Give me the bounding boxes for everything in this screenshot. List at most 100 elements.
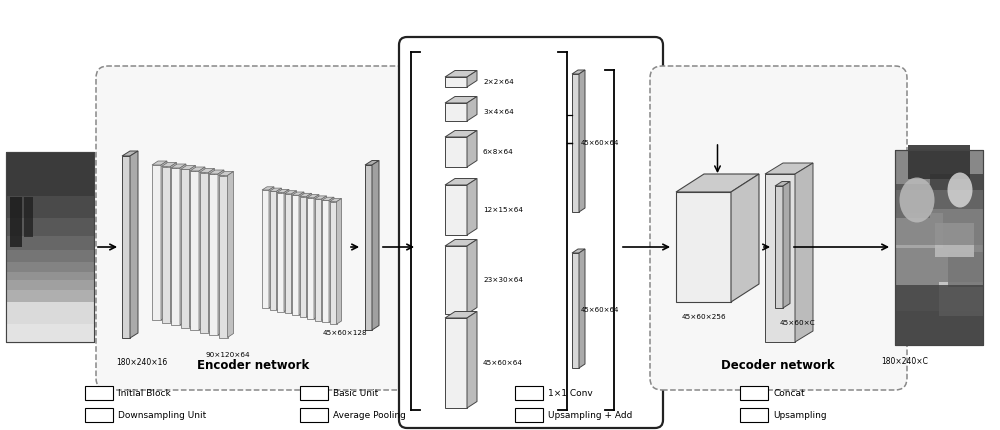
Polygon shape xyxy=(277,189,289,193)
Polygon shape xyxy=(467,71,477,87)
Polygon shape xyxy=(445,178,477,185)
Polygon shape xyxy=(130,151,138,338)
Polygon shape xyxy=(122,156,130,338)
Text: Decoder network: Decoder network xyxy=(721,359,835,372)
Polygon shape xyxy=(190,171,199,330)
Polygon shape xyxy=(181,169,190,328)
Polygon shape xyxy=(336,199,341,324)
Ellipse shape xyxy=(948,172,972,208)
Polygon shape xyxy=(161,161,167,320)
Polygon shape xyxy=(152,161,167,165)
Bar xyxy=(6,290,94,302)
Polygon shape xyxy=(731,174,759,302)
Bar xyxy=(895,184,930,218)
Bar xyxy=(948,252,983,286)
Polygon shape xyxy=(218,175,228,338)
Polygon shape xyxy=(190,166,196,328)
Polygon shape xyxy=(200,172,208,332)
Text: Downsampling Unit: Downsampling Unit xyxy=(118,411,206,420)
Bar xyxy=(300,408,328,422)
Text: 45×60×64: 45×60×64 xyxy=(483,360,523,366)
Polygon shape xyxy=(765,174,795,342)
Polygon shape xyxy=(676,192,731,302)
Polygon shape xyxy=(795,163,813,342)
Polygon shape xyxy=(269,187,274,308)
Text: 45×60×64: 45×60×64 xyxy=(581,307,619,313)
Bar xyxy=(6,152,94,342)
Polygon shape xyxy=(270,191,276,310)
Text: Basic Unit: Basic Unit xyxy=(333,388,378,397)
Polygon shape xyxy=(445,240,477,246)
Bar xyxy=(740,386,768,400)
Polygon shape xyxy=(330,199,341,202)
Text: 1×1 Conv: 1×1 Conv xyxy=(548,388,593,397)
Bar xyxy=(895,150,983,345)
Polygon shape xyxy=(322,197,334,200)
Bar xyxy=(515,386,543,400)
Polygon shape xyxy=(285,194,292,313)
Polygon shape xyxy=(284,189,289,312)
Bar xyxy=(515,408,543,422)
Polygon shape xyxy=(170,163,176,322)
Polygon shape xyxy=(445,185,467,235)
Polygon shape xyxy=(775,181,790,186)
Text: 45×60×64: 45×60×64 xyxy=(581,140,619,146)
Bar xyxy=(908,145,970,179)
Polygon shape xyxy=(445,318,467,408)
Text: Encoder network: Encoder network xyxy=(197,359,309,372)
Polygon shape xyxy=(162,163,176,166)
Bar xyxy=(6,152,94,342)
Text: Average Pooling: Average Pooling xyxy=(333,411,406,420)
Polygon shape xyxy=(467,130,477,167)
Bar xyxy=(85,408,113,422)
Polygon shape xyxy=(122,151,138,156)
Text: 6×8×64: 6×8×64 xyxy=(483,149,514,155)
Bar xyxy=(6,236,94,250)
Polygon shape xyxy=(262,187,274,190)
Text: Upsampling + Add: Upsampling + Add xyxy=(548,411,632,420)
Bar xyxy=(895,213,943,248)
Polygon shape xyxy=(218,172,234,175)
Polygon shape xyxy=(208,169,214,332)
Bar xyxy=(6,280,94,290)
Polygon shape xyxy=(218,170,224,335)
Text: 180×240×C: 180×240×C xyxy=(882,357,928,366)
Bar xyxy=(740,408,768,422)
Bar xyxy=(6,152,94,196)
Text: Initial Block: Initial Block xyxy=(118,388,171,397)
Text: Upsampling: Upsampling xyxy=(773,411,827,420)
Polygon shape xyxy=(572,70,585,74)
Polygon shape xyxy=(467,96,477,121)
Bar xyxy=(6,272,94,280)
Polygon shape xyxy=(270,188,282,191)
Polygon shape xyxy=(445,71,477,77)
Polygon shape xyxy=(180,164,186,325)
Text: 2×2×64: 2×2×64 xyxy=(483,79,514,85)
Polygon shape xyxy=(314,196,326,199)
Polygon shape xyxy=(181,166,196,169)
Polygon shape xyxy=(445,96,477,103)
Bar xyxy=(935,223,974,257)
Polygon shape xyxy=(152,165,161,320)
Polygon shape xyxy=(445,103,467,121)
Polygon shape xyxy=(572,253,579,368)
Polygon shape xyxy=(322,200,329,322)
Polygon shape xyxy=(775,186,783,308)
Bar xyxy=(895,150,983,345)
Polygon shape xyxy=(300,194,312,197)
Bar xyxy=(930,174,983,209)
Bar xyxy=(24,197,33,237)
Polygon shape xyxy=(190,167,205,171)
Bar xyxy=(6,262,94,272)
FancyBboxPatch shape xyxy=(96,66,410,390)
Polygon shape xyxy=(467,178,477,235)
Polygon shape xyxy=(445,246,467,314)
Polygon shape xyxy=(372,160,379,330)
Polygon shape xyxy=(579,249,585,368)
Polygon shape xyxy=(307,198,314,319)
Polygon shape xyxy=(262,190,269,308)
Polygon shape xyxy=(467,311,477,408)
Text: 3×4×64: 3×4×64 xyxy=(483,109,514,115)
Polygon shape xyxy=(467,240,477,314)
Polygon shape xyxy=(365,165,372,330)
